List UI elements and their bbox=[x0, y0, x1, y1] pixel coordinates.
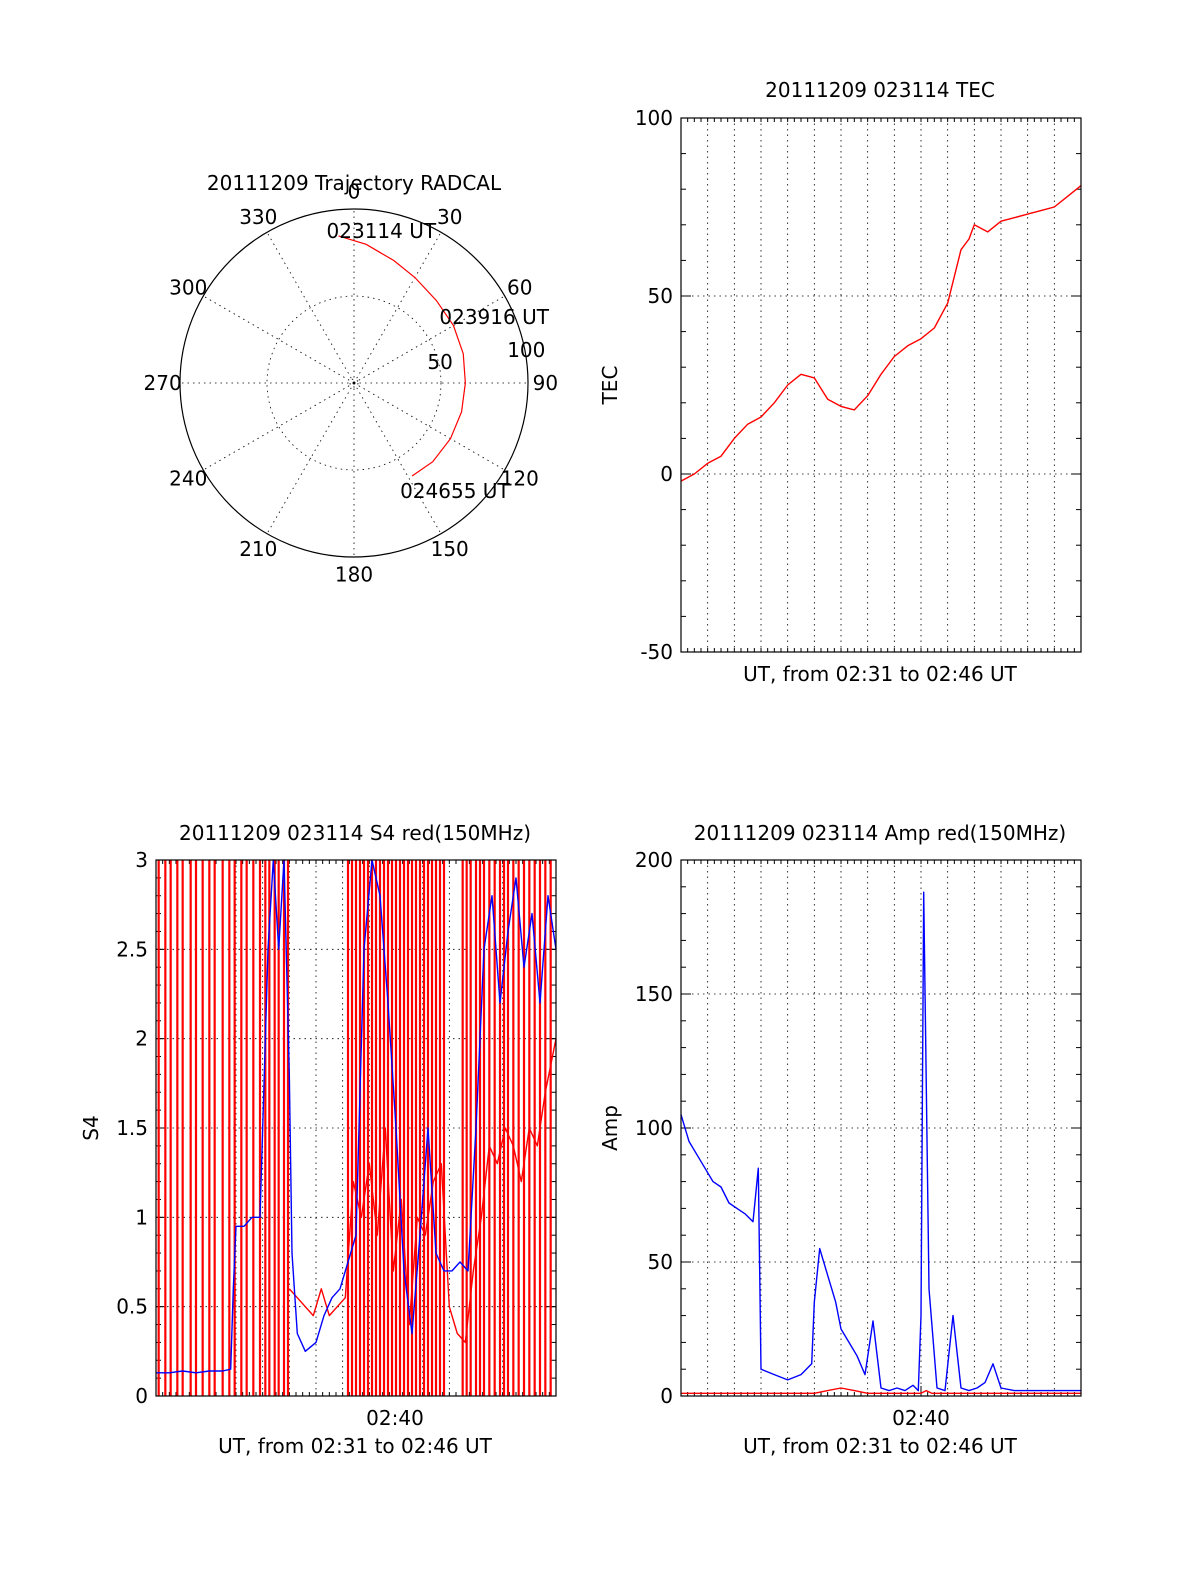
polar-angle-label: 330 bbox=[239, 205, 277, 229]
amp-series-blue bbox=[680, 891, 1081, 1392]
trajectory-polar-plot: 20111209 Trajectory RADCAL 0 30 60 90 120 150… bbox=[144, 171, 559, 586]
polar-spoke bbox=[353, 382, 505, 471]
y-tick-label: 100 bbox=[635, 1116, 673, 1140]
tec-frame bbox=[680, 117, 1082, 653]
amp-title: 20111209 023114 Amp red(150MHz) bbox=[694, 821, 1066, 845]
y-tick-label: 0 bbox=[135, 1384, 148, 1408]
y-tick-label: 100 bbox=[635, 106, 673, 130]
polar-spoke bbox=[203, 295, 355, 384]
polar-center bbox=[349, 378, 359, 388]
y-tick-label: 50 bbox=[648, 284, 673, 308]
y-tick-label: 150 bbox=[635, 982, 673, 1006]
polar-spoke bbox=[353, 232, 442, 384]
polar-radial-label: 100 bbox=[507, 338, 545, 362]
polar-angle-label: 30 bbox=[437, 205, 462, 229]
y-tick-label: 1 bbox=[135, 1205, 148, 1229]
amp-xtick-label: 02:40 bbox=[892, 1406, 950, 1430]
polar-angle-label: 120 bbox=[501, 467, 539, 491]
polar-radial-label: 50 bbox=[427, 350, 452, 374]
s4-xlabel: UT, from 02:31 to 02:46 UT bbox=[218, 1434, 493, 1458]
polar-angle-label: 240 bbox=[169, 467, 207, 491]
y-tick-label: 0.5 bbox=[116, 1295, 148, 1319]
tec-ylabel: TEC bbox=[598, 366, 622, 406]
polar-angle-label: 210 bbox=[239, 537, 277, 561]
y-tick-label: -50 bbox=[640, 640, 673, 664]
polar-spoke bbox=[353, 382, 442, 534]
polar-spoke bbox=[353, 295, 505, 384]
s4-title: 20111209 023114 S4 red(150MHz) bbox=[179, 821, 531, 845]
tec-series-red bbox=[680, 185, 1082, 482]
trajectory-time-label: 023114 UT bbox=[327, 219, 437, 243]
polar-angle-label: 90 bbox=[533, 371, 558, 395]
y-tick-label: 2 bbox=[135, 1027, 148, 1051]
amp-series-red bbox=[681, 1387, 1081, 1395]
polar-angle-label: 60 bbox=[507, 275, 532, 299]
polar-angle-label: 0 bbox=[348, 180, 361, 204]
y-tick-label: 50 bbox=[648, 1250, 673, 1274]
y-tick-label: 0 bbox=[660, 462, 673, 486]
s4-xtick-label: 02:40 bbox=[366, 1406, 424, 1430]
polar-spoke bbox=[266, 232, 355, 384]
s4-plot: 20111209 023114 S4 red(150MHz) 02:40 UT,… bbox=[79, 821, 557, 1458]
polar-angle-label: 270 bbox=[144, 371, 182, 395]
amp-plot: 20111209 023114 Amp red(150MHz) 02:40 UT… bbox=[598, 821, 1082, 1458]
s4-frame bbox=[155, 859, 557, 1397]
trajectory-time-label: 023916 UT bbox=[439, 305, 549, 329]
tec-xlabel: UT, from 02:31 to 02:46 UT bbox=[743, 662, 1018, 686]
polar-angle-label: 180 bbox=[335, 562, 373, 586]
y-tick-label: 200 bbox=[635, 848, 673, 872]
polar-spoke bbox=[203, 382, 355, 471]
y-tick-label: 1.5 bbox=[116, 1116, 148, 1140]
polar-outer-circle bbox=[179, 208, 529, 558]
amp-frame bbox=[680, 859, 1082, 1397]
polar-angle-label: 150 bbox=[431, 537, 469, 561]
amp-xlabel: UT, from 02:31 to 02:46 UT bbox=[743, 1434, 1018, 1458]
s4-ylabel: S4 bbox=[79, 1115, 103, 1140]
trajectory-line bbox=[338, 235, 466, 477]
tec-title: 20111209 023114 TEC bbox=[765, 78, 995, 102]
polar-grid-circle bbox=[266, 295, 442, 471]
trajectory-time-label: 024655 UT bbox=[400, 479, 510, 503]
polar-angle-label: 300 bbox=[169, 275, 207, 299]
y-tick-label: 2.5 bbox=[116, 937, 148, 961]
s4-series-blue bbox=[156, 859, 557, 1374]
polar-spoke bbox=[266, 382, 355, 534]
trajectory-title: 20111209 Trajectory RADCAL bbox=[207, 171, 502, 195]
y-tick-label: 3 bbox=[135, 848, 148, 872]
amp-ylabel: Amp bbox=[598, 1105, 622, 1151]
tec-plot: 20111209 023114 TEC UT, from 02:31 to 02… bbox=[598, 78, 1082, 686]
y-tick-label: 0 bbox=[660, 1384, 673, 1408]
